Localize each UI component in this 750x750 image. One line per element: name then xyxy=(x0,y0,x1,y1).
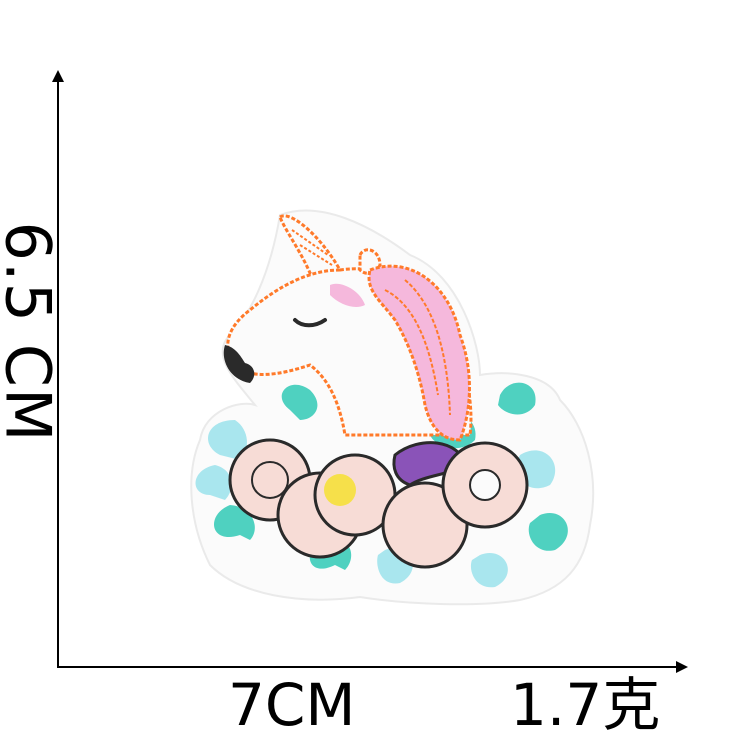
height-axis-arrow-icon xyxy=(52,70,64,82)
unicorn-patch-image xyxy=(190,209,595,606)
flowers-icon xyxy=(228,438,529,569)
height-axis xyxy=(57,78,59,668)
width-axis xyxy=(57,666,682,668)
height-label: 6.5 CM xyxy=(0,221,65,443)
width-axis-arrow-icon xyxy=(676,661,688,673)
width-label: 7CM xyxy=(228,671,356,739)
unicorn-icon xyxy=(223,214,473,442)
weight-label: 1.7克 xyxy=(510,671,661,739)
